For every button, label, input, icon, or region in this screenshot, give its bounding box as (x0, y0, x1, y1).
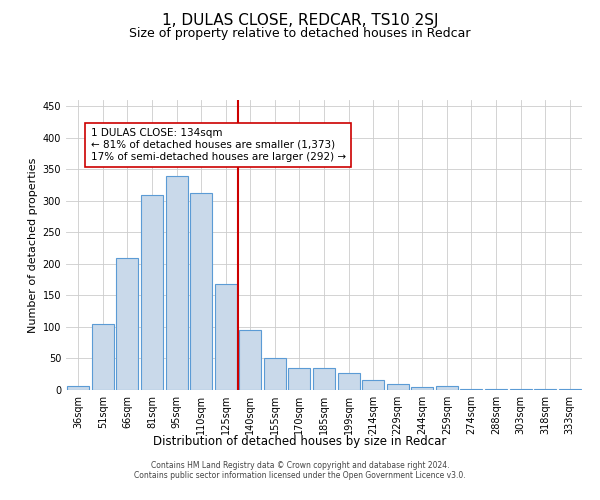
Y-axis label: Number of detached properties: Number of detached properties (28, 158, 38, 332)
Bar (460, 388, 482, 390)
Bar (338, 373, 359, 390)
Bar (289, 368, 310, 390)
Bar (436, 386, 458, 390)
Bar (411, 388, 433, 390)
Text: 1 DULAS CLOSE: 134sqm
← 81% of detached houses are smaller (1,373)
17% of semi-d: 1 DULAS CLOSE: 134sqm ← 81% of detached … (91, 128, 346, 162)
Bar (92, 324, 114, 390)
Text: Distribution of detached houses by size in Redcar: Distribution of detached houses by size … (154, 435, 446, 448)
Bar (386, 384, 409, 390)
Bar (264, 358, 286, 390)
Bar (166, 176, 188, 390)
Text: Contains HM Land Registry data © Crown copyright and database right 2024.
Contai: Contains HM Land Registry data © Crown c… (134, 460, 466, 480)
Bar (190, 192, 212, 390)
Bar (239, 330, 262, 390)
Bar (313, 368, 335, 390)
Bar (67, 386, 89, 390)
Bar (116, 258, 139, 390)
Bar (215, 284, 237, 390)
Text: Size of property relative to detached houses in Redcar: Size of property relative to detached ho… (129, 28, 471, 40)
Bar (141, 194, 163, 390)
Text: 1, DULAS CLOSE, REDCAR, TS10 2SJ: 1, DULAS CLOSE, REDCAR, TS10 2SJ (162, 12, 438, 28)
Bar (362, 380, 384, 390)
